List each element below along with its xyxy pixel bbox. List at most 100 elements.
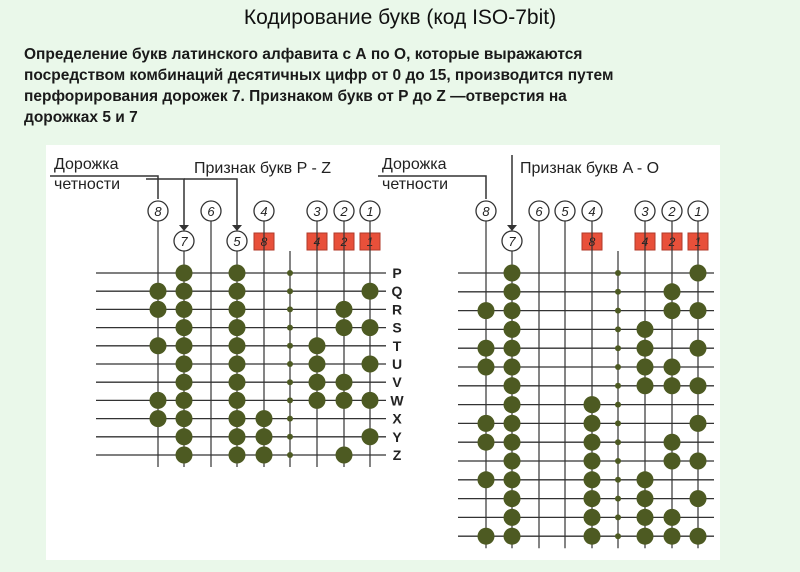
punched-hole bbox=[503, 452, 521, 470]
punched-holes bbox=[149, 264, 707, 545]
description-line: посредством комбинаций десятичных цифр о… bbox=[24, 67, 614, 84]
punched-hole bbox=[636, 377, 654, 395]
punched-hole bbox=[308, 373, 326, 391]
punch-tape-figure: Дорожка четности Признак букв P - Z Доро… bbox=[46, 145, 720, 560]
svg-text:8: 8 bbox=[482, 204, 490, 219]
punched-hole bbox=[503, 433, 521, 451]
punched-hole bbox=[228, 282, 246, 300]
punched-hole bbox=[149, 391, 167, 409]
sprocket-hole bbox=[615, 364, 621, 370]
letter-label: S bbox=[392, 320, 401, 336]
track-number-4-left: 4 bbox=[253, 200, 275, 222]
punched-hole bbox=[255, 410, 273, 428]
punched-hole bbox=[228, 391, 246, 409]
track-number-1-left: 1 bbox=[359, 200, 381, 222]
punched-hole bbox=[149, 410, 167, 428]
track-number-2-left: 2 bbox=[333, 200, 355, 222]
sprocket-hole bbox=[287, 288, 293, 295]
punched-hole bbox=[689, 527, 707, 545]
punched-hole bbox=[335, 300, 353, 318]
punched-hole bbox=[503, 283, 521, 301]
letter-label: T bbox=[393, 338, 402, 354]
sprocket-hole bbox=[287, 361, 293, 367]
punched-hole bbox=[228, 355, 246, 373]
track-number-5-right: 5 bbox=[554, 200, 576, 222]
sprocket-hole bbox=[287, 397, 293, 404]
punched-hole bbox=[636, 339, 654, 357]
sprocket-hole bbox=[615, 345, 621, 352]
punched-hole bbox=[636, 471, 654, 489]
svg-text:1: 1 bbox=[366, 204, 373, 219]
letter-label: W bbox=[390, 392, 404, 408]
punched-hole bbox=[255, 428, 273, 446]
svg-text:2: 2 bbox=[339, 204, 348, 219]
letter-label: Y bbox=[392, 429, 402, 445]
punched-hole bbox=[503, 302, 521, 320]
punched-hole bbox=[583, 452, 601, 470]
punched-hole bbox=[503, 414, 521, 432]
sprocket-hole bbox=[287, 342, 293, 349]
track-number-3-left: 3 bbox=[306, 200, 328, 222]
punched-hole bbox=[583, 433, 601, 451]
punched-hole bbox=[361, 319, 379, 337]
punched-hole bbox=[503, 264, 521, 282]
sprocket-hole bbox=[615, 514, 621, 521]
punched-hole bbox=[175, 355, 193, 373]
punched-hole bbox=[689, 490, 707, 508]
punched-hole bbox=[149, 282, 167, 300]
svg-text:4: 4 bbox=[260, 204, 267, 219]
description-line: дорожках 5 и 7 bbox=[24, 109, 138, 126]
sprocket-hole bbox=[615, 420, 621, 427]
letter-label: X bbox=[392, 411, 402, 427]
punched-hole bbox=[228, 373, 246, 391]
punched-hole bbox=[636, 358, 654, 376]
track-number-4-right: 4 bbox=[581, 200, 603, 222]
description-line: перфорирования дорожек 7. Признаком букв… bbox=[24, 88, 567, 105]
page-title: Кодирование букв (код ISO-7bit) bbox=[243, 6, 557, 29]
punched-hole bbox=[503, 339, 521, 357]
description-text: Определение букв латинского алфавита с А… bbox=[24, 44, 784, 128]
punched-hole bbox=[503, 508, 521, 526]
sprocket-hole bbox=[615, 533, 621, 540]
punched-hole bbox=[583, 527, 601, 545]
punched-hole bbox=[149, 337, 167, 355]
punched-hole bbox=[503, 377, 521, 395]
sprocket-hole bbox=[615, 439, 621, 446]
letter-label: P bbox=[392, 265, 401, 281]
sign-label-left: Признак букв P - Z bbox=[194, 160, 331, 177]
parity-label-right-2: четности bbox=[382, 176, 448, 193]
svg-text:7: 7 bbox=[508, 234, 516, 249]
punched-hole bbox=[175, 264, 193, 282]
sprocket-hole bbox=[287, 324, 293, 331]
punched-hole bbox=[175, 428, 193, 446]
punched-hole bbox=[503, 320, 521, 338]
punched-hole bbox=[503, 358, 521, 376]
arrow-heads bbox=[179, 225, 517, 231]
track-number-5-left: 5 bbox=[226, 230, 248, 252]
punched-hole bbox=[175, 373, 193, 391]
svg-text:8: 8 bbox=[154, 204, 162, 219]
svg-text:5: 5 bbox=[233, 234, 241, 249]
punched-hole bbox=[663, 302, 681, 320]
punched-hole bbox=[583, 396, 601, 414]
sprocket-hole bbox=[615, 458, 621, 464]
punched-hole bbox=[477, 414, 495, 432]
punched-hole bbox=[335, 391, 353, 409]
punched-hole bbox=[361, 391, 379, 409]
svg-text:7: 7 bbox=[180, 234, 188, 249]
punched-hole bbox=[175, 337, 193, 355]
punched-hole bbox=[255, 446, 273, 464]
punched-hole bbox=[503, 471, 521, 489]
sprocket-hole bbox=[615, 495, 621, 502]
punched-hole bbox=[477, 302, 495, 320]
punched-hole bbox=[689, 264, 707, 282]
track-number-2-right: 2 bbox=[661, 200, 683, 222]
letter-label: V bbox=[392, 374, 402, 390]
letter-label: U bbox=[392, 356, 402, 372]
label-pointer-lines bbox=[50, 155, 513, 229]
punched-hole bbox=[663, 433, 681, 451]
parity-label-left-1: Дорожка bbox=[54, 156, 119, 173]
punched-hole bbox=[308, 391, 326, 409]
punched-hole bbox=[689, 452, 707, 470]
punched-hole bbox=[477, 527, 495, 545]
